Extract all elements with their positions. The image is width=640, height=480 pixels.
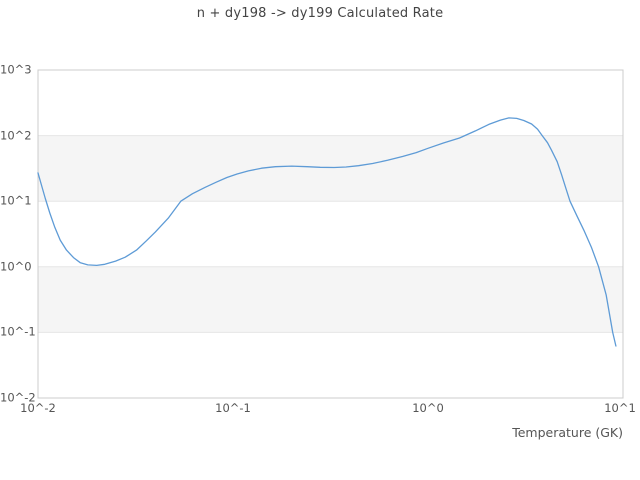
y-tick-label: 10^0 xyxy=(0,259,32,274)
x-axis-label: Temperature (GK) xyxy=(512,425,623,440)
decade-band xyxy=(38,266,623,333)
decade-band xyxy=(38,135,623,202)
y-tick-label: 10^1 xyxy=(0,193,32,208)
y-tick-label: 10^-1 xyxy=(0,324,36,339)
x-tick-label: 10^-1 xyxy=(215,401,251,415)
x-tick-label: 10^1 xyxy=(604,401,636,415)
plot-border xyxy=(37,69,624,399)
rate-curve-line xyxy=(37,117,617,347)
x-tick-label: 10^0 xyxy=(412,401,444,415)
y-tick-label: 10^3 xyxy=(0,62,32,77)
y-tick-label: 10^2 xyxy=(0,127,32,142)
x-tick-label: 10^-2 xyxy=(20,401,56,415)
chart-title: n + dy198 -> dy199 Calculated Rate xyxy=(196,6,444,21)
y-tick-label: 10^-2 xyxy=(0,390,36,405)
